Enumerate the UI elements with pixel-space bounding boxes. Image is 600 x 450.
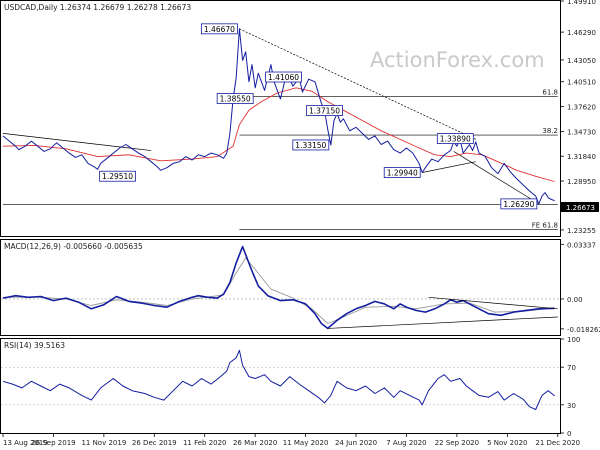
price-box [216,93,254,104]
price-box-label: 1.46670 [204,25,235,34]
price-box [306,105,343,116]
price-box-label: 1.26290 [503,200,534,209]
rsi-y-tick-label: 70 [567,364,576,372]
rsi-y-tick-label: 30 [567,402,576,410]
price-box-label: 1.33150 [295,141,326,150]
y-tick-label: 1.23255 [567,227,596,235]
macd-trend-line [428,296,558,310]
trend-line [453,151,540,205]
price-box-label: 1.29940 [387,169,418,178]
price-box-label: 1.29510 [102,172,133,181]
trend-line [239,28,476,140]
y-tick-label: 1.46290 [567,29,596,37]
macd-title: MACD(12,26,9) -0.005660 -0.005635 [4,242,143,251]
x-tick-label: 5 Nov 2020 [487,439,527,447]
trend-line [2,133,152,151]
x-tick-label: 22 Sep 2020 [435,439,479,447]
moving-average-line [2,87,555,182]
rsi-title: RSI(14) 39.5163 [4,341,65,350]
trend-line [422,161,476,173]
x-tick-label: 11 May 2020 [283,439,329,447]
x-tick-label: 11 Feb 2020 [183,439,227,447]
last-price-marker [561,202,599,212]
price-panel [0,0,561,237]
x-tick-label: 11 Nov 2019 [81,439,126,447]
macd-line [2,245,555,330]
watermark: ActionForex.com [370,48,545,72]
y-tick-label: 1.40510 [567,79,596,87]
macd-y-tick-label: -0.018262 [567,326,600,334]
price-box [265,71,302,83]
x-tick-label: 21 Dec 2020 [535,439,580,447]
price-box [200,23,238,35]
y-tick-label: 1.49910 [567,0,596,6]
macd-panel [0,239,561,336]
x-tick-label: 7 Aug 2020 [386,439,426,447]
macd-y-tick-label: 0.00 [567,296,583,304]
rsi-y-tick-label: 100 [567,336,580,344]
price-box-label: 1.33890 [440,135,471,144]
price-box [99,170,136,182]
price-box [383,167,421,178]
rsi-line [2,349,555,410]
y-tick-label: 1.37620 [567,104,596,112]
y-tick-label: 1.43050 [567,57,596,65]
y-tick-label: 1.34730 [567,128,596,136]
macd-y-tick-label: 0.03337 [567,241,596,249]
price-box-label: 1.41060 [268,73,299,82]
x-tick-label: 26 Dec 2019 [132,439,177,447]
level-label: 38.2 [542,127,558,135]
y-tick-label: 1.31840 [567,153,596,161]
x-tick-label: 26 Mar 2020 [233,439,277,447]
rsi-y-tick-label: 0 [567,430,571,438]
price-title: USDCAD,Daily 1.26374 1.26679 1.26278 1.2… [4,3,191,12]
price-box [436,133,474,144]
rsi-panel [0,338,561,434]
last-price-label: 1.26673 [566,204,595,212]
level-label: FE 61.8 [532,222,558,230]
x-tick-label: 13 Aug 2019 [3,439,48,447]
level-label: 61.8 [542,88,558,96]
x-tick-label: 24 Jun 2020 [335,439,377,447]
macd-trend-line [327,316,558,329]
price-box-label: 1.37150 [309,107,340,116]
y-tick-label: 1.28950 [567,178,596,186]
price-box [292,139,330,151]
price-box [500,198,538,210]
x-tick-label: 26 Sep 2019 [31,439,75,447]
price-box-label: 1.38550 [220,95,251,104]
